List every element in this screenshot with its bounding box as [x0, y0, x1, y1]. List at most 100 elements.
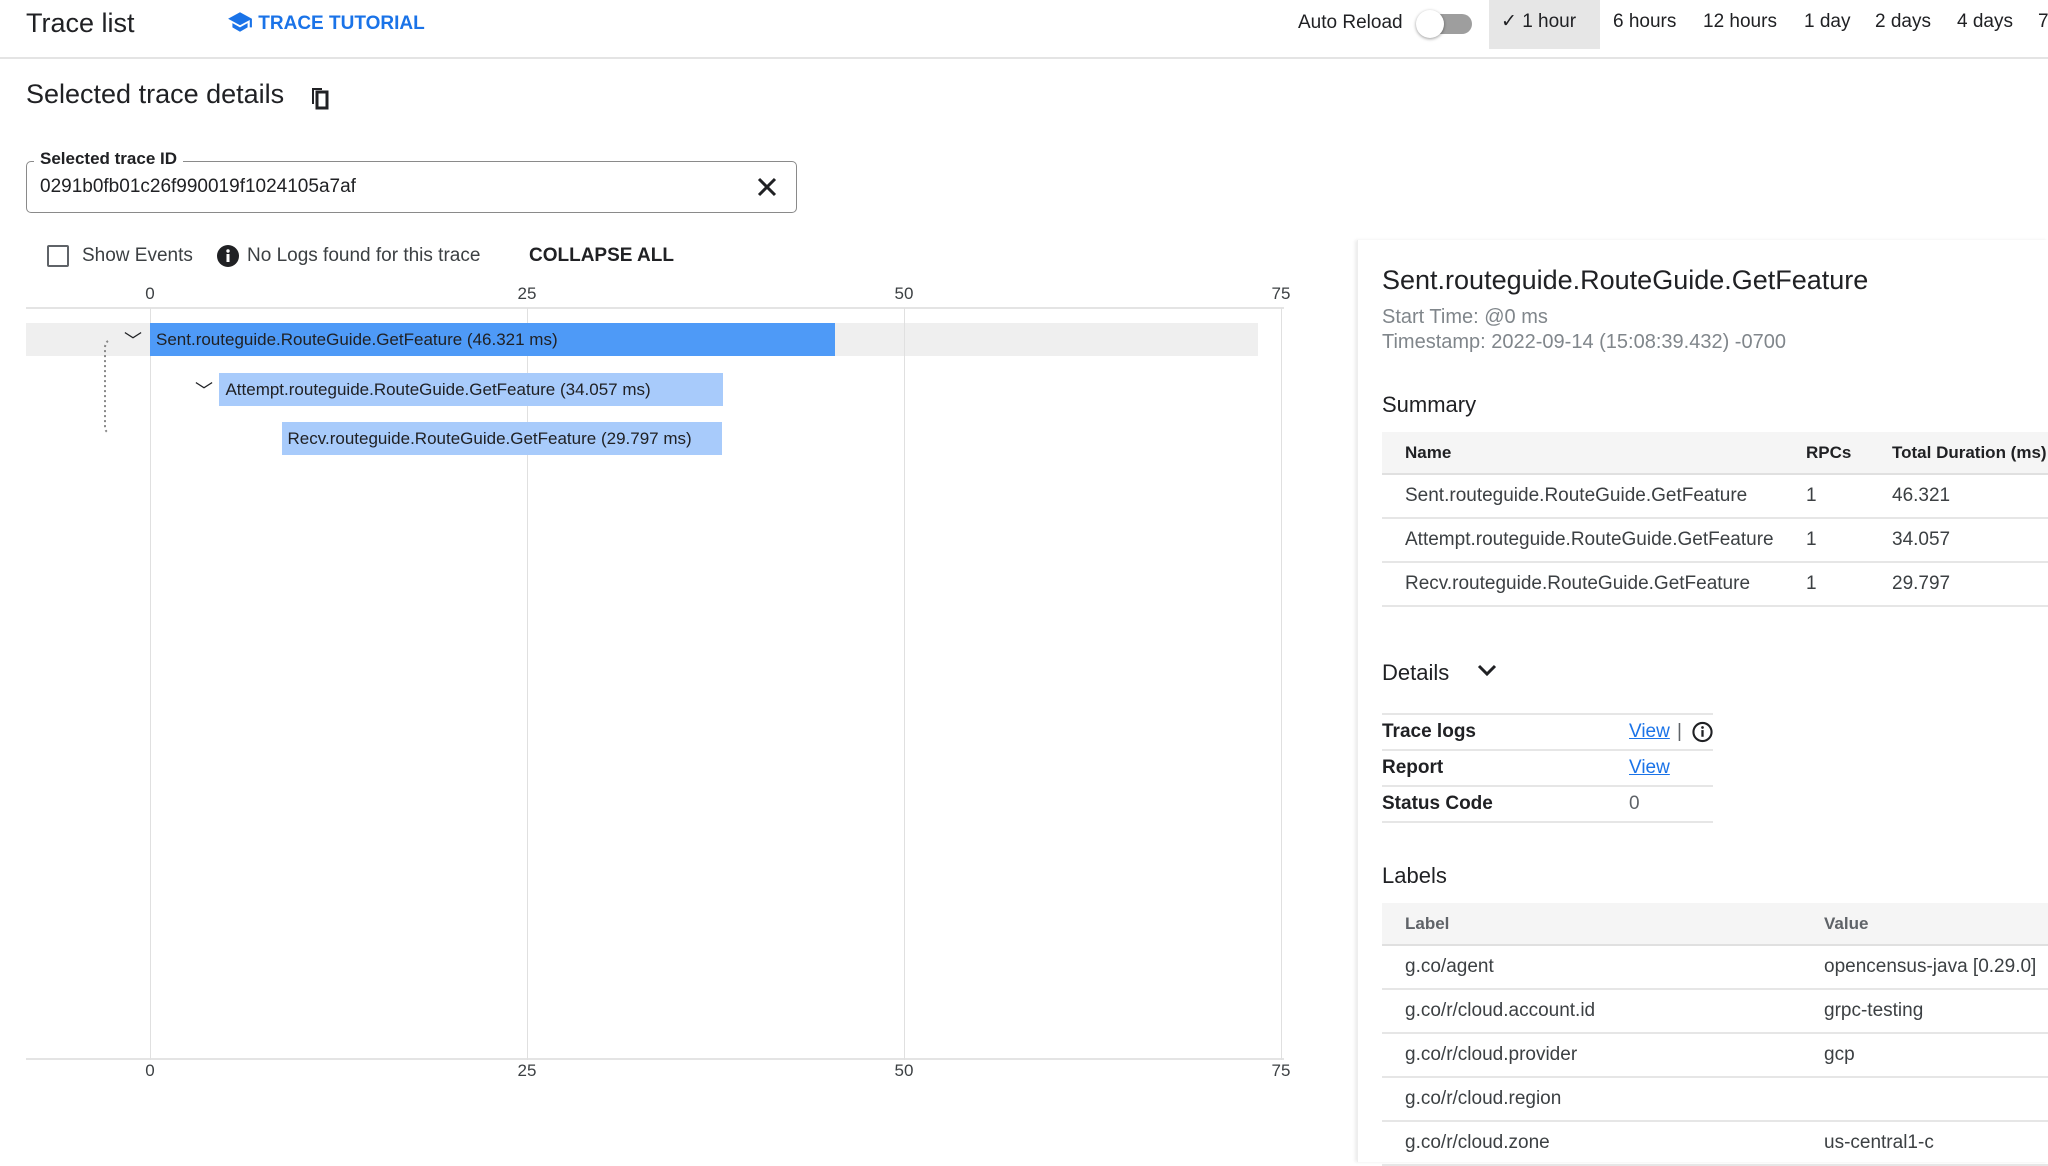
summary-cell: 1 — [1806, 485, 1817, 506]
header-label: Label — [1405, 913, 1450, 933]
summary-row[interactable]: Attempt.routeguide.RouteGuide.GetFeature… — [1382, 519, 2048, 563]
info-outline-icon[interactable] — [1692, 721, 1713, 743]
page-title: Trace list — [26, 8, 135, 38]
label-row: g.co/r/cloud.region — [1382, 1078, 2048, 1122]
x-tick-label: 25 — [517, 1061, 537, 1080]
x-tick-label: 50 — [894, 1061, 914, 1080]
separator: | — [1677, 721, 1682, 742]
label-value: gcp — [1824, 1044, 1855, 1065]
no-logs-text: No Logs found for this trace — [247, 245, 481, 266]
label-key: g.co/r/cloud.provider — [1405, 1044, 1578, 1065]
chevron-down-icon[interactable] — [1477, 664, 1497, 678]
info-icon — [217, 245, 239, 267]
range-4-days[interactable]: 4 days — [1957, 11, 2013, 32]
header-name: Name — [1405, 442, 1452, 462]
details-title: Details — [1382, 660, 1450, 685]
top-bar: Trace list TRACE TUTORIAL Auto Reload ✓ … — [0, 0, 2048, 59]
range-1-hour[interactable]: ✓ 1 hour — [1489, 0, 1600, 49]
labels-header: Label Value — [1382, 903, 2048, 946]
labels-table: Label Value g.co/agent opencensus-java [0… — [1382, 903, 2048, 1166]
copy-icon[interactable] — [310, 86, 330, 110]
summary-cell: Recv.routeguide.RouteGuide.GetFeature — [1405, 573, 1751, 594]
trace-id-label: Selected trace ID — [34, 149, 184, 169]
details-row-trace-logs: Trace logs View | — [1382, 715, 1713, 751]
range-12-hours[interactable]: 12 hours — [1703, 11, 1777, 32]
header-duration: Total Duration (ms) — [1892, 442, 2047, 462]
chevron-down-icon[interactable]: ﹀ — [195, 381, 213, 401]
header-rpcs: RPCs — [1806, 442, 1852, 462]
details-row-status-code: Status Code 0 — [1382, 787, 1713, 823]
label-key: g.co/r/cloud.account.id — [1405, 1000, 1596, 1021]
x-tick-label: 0 — [145, 1061, 155, 1080]
x-tick-label: 25 — [517, 284, 537, 303]
school-icon — [228, 12, 252, 32]
label-key: g.co/r/cloud.zone — [1405, 1132, 1550, 1153]
summary-cell: 46.321 — [1892, 485, 1951, 506]
span-bar[interactable]: Attempt.routeguide.RouteGuide.GetFeature… — [219, 372, 723, 406]
show-events-label: Show Events — [82, 245, 193, 266]
auto-reload-label: Auto Reload — [1298, 12, 1403, 33]
section-title: Selected trace details — [26, 79, 285, 109]
summary-header: Name RPCs Total Duration (ms) — [1382, 432, 2048, 475]
status-code-value: 0 — [1629, 793, 1640, 814]
label-value: opencensus-java [0.29.0] — [1824, 956, 2037, 977]
label-key: g.co/agent — [1405, 956, 1494, 977]
summary-table: Name RPCs Total Duration (ms) Sent.route… — [1382, 432, 2048, 607]
clear-icon[interactable] — [757, 177, 777, 197]
label-key: g.co/r/cloud.region — [1405, 1088, 1562, 1109]
gridline — [1281, 308, 1282, 1060]
check-icon: ✓ — [1501, 11, 1517, 32]
span-timestamp: Timestamp: 2022-09-14 (15:08:39.432) -07… — [1382, 331, 1786, 353]
details-key: Report — [1382, 757, 1444, 778]
label-row: g.co/r/cloud.zone us-central1-c — [1382, 1122, 2048, 1166]
range-6-hours[interactable]: 6 hours — [1613, 11, 1677, 32]
span-start-time: Start Time: @0 ms — [1382, 306, 1548, 328]
show-events-checkbox[interactable] — [47, 245, 69, 267]
trace-logs-view-link[interactable]: View — [1629, 721, 1670, 742]
gridline — [527, 308, 528, 1060]
gridline — [150, 308, 151, 1060]
trace-id-input[interactable]: 0291b0fb01c26f990019f1024105a7af — [40, 176, 356, 197]
collapse-all-button[interactable]: COLLAPSE ALL — [529, 245, 674, 266]
summary-row[interactable]: Sent.routeguide.RouteGuide.GetFeature 1 46… — [1382, 475, 2048, 519]
summary-cell: Attempt.routeguide.RouteGuide.GetFeature — [1405, 529, 1774, 550]
labels-title: Labels — [1382, 863, 1447, 888]
summary-cell: 1 — [1806, 529, 1817, 550]
span-bar[interactable]: Recv.routeguide.RouteGuide.GetFeature (2… — [281, 422, 722, 455]
trace-tutorial-label: TRACE TUTORIAL — [258, 13, 425, 34]
trace-tutorial-link[interactable]: TRACE TUTORIAL — [227, 11, 425, 35]
summary-cell: Sent.routeguide.RouteGuide.GetFeature — [1405, 485, 1748, 506]
summary-cell: 29.797 — [1892, 573, 1951, 594]
summary-cell: 1 — [1806, 573, 1817, 594]
range-label: 1 hour — [1522, 11, 1577, 32]
summary-cell: 34.057 — [1892, 529, 1951, 550]
details-key: Trace logs — [1382, 721, 1476, 742]
x-tick-label: 75 — [1271, 284, 1291, 303]
details-table: Trace logs View | Report View Status Cod… — [1382, 713, 1713, 823]
range-1-day[interactable]: 1 day — [1804, 11, 1851, 32]
report-view-link[interactable]: View — [1629, 757, 1670, 778]
top-axis-line — [26, 307, 1284, 309]
span-bar[interactable]: Sent.routeguide.RouteGuide.GetFeature (4… — [150, 323, 835, 356]
toggle-knob[interactable] — [1416, 10, 1444, 38]
summary-row[interactable]: Recv.routeguide.RouteGuide.GetFeature 1 29… — [1382, 563, 2048, 607]
x-tick-label: 0 — [145, 284, 155, 303]
range-2-days[interactable]: 2 days — [1875, 11, 1931, 32]
span-details-panel — [1357, 240, 2048, 1162]
details-row-report: Report View — [1382, 751, 1713, 787]
chevron-down-icon[interactable]: ﹀ — [124, 331, 142, 351]
header-value: Value — [1824, 913, 1869, 933]
bottom-axis-line — [26, 1058, 1284, 1060]
span-title: Sent.routeguide.RouteGuide.GetFeature — [1382, 265, 1869, 295]
tree-connector — [104, 340, 110, 434]
label-value: us-central1-c — [1824, 1132, 1934, 1153]
label-row: g.co/agent opencensus-java [0.29.0] — [1382, 946, 2048, 990]
x-tick-label: 50 — [894, 284, 914, 303]
details-key: Status Code — [1382, 793, 1493, 814]
range-7-days[interactable]: 7 — [2038, 11, 2048, 32]
x-tick-label: 75 — [1271, 1061, 1291, 1080]
trace-id-field[interactable] — [26, 161, 797, 213]
gridline — [904, 308, 905, 1060]
label-row: g.co/r/cloud.provider gcp — [1382, 1034, 2048, 1078]
summary-title: Summary — [1382, 392, 1477, 417]
